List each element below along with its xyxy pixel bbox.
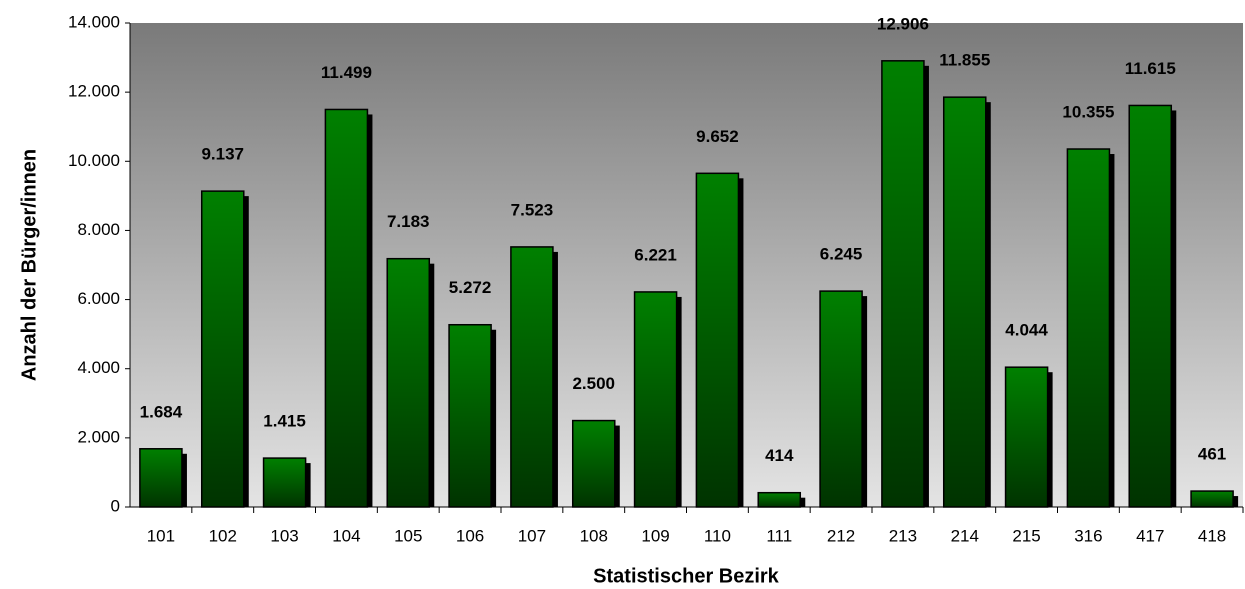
x-tick-label: 105 — [394, 526, 422, 545]
y-tick-label: 8.000 — [77, 220, 120, 239]
value-label: 11.615 — [1125, 59, 1176, 78]
bar — [1190, 490, 1234, 508]
value-label: 9.137 — [201, 145, 244, 164]
x-tick-label: 418 — [1198, 526, 1226, 545]
value-label: 9.652 — [696, 127, 739, 146]
value-label: 7.183 — [387, 212, 430, 231]
x-tick-label: 316 — [1074, 526, 1102, 545]
bar — [200, 190, 245, 508]
y-tick-label: 14.000 — [68, 12, 120, 31]
x-tick-label: 103 — [270, 526, 298, 545]
bar — [695, 172, 740, 508]
bar — [1128, 104, 1173, 508]
value-label: 2.500 — [572, 374, 615, 393]
value-label: 12.906 — [877, 14, 929, 33]
x-tick-label: 214 — [951, 526, 979, 545]
y-tick-label: 2.000 — [77, 427, 120, 446]
bar — [262, 457, 307, 508]
x-tick-label: 213 — [889, 526, 917, 545]
bar — [1066, 148, 1111, 508]
x-tick-label: 110 — [704, 526, 731, 545]
bar — [139, 448, 183, 508]
bar — [386, 257, 431, 508]
y-axis-title: Anzahl der Bürger/innen — [18, 149, 40, 381]
x-tick-label: 107 — [518, 526, 546, 545]
bar — [324, 108, 369, 508]
x-axis-title: Statistischer Bezirk — [593, 565, 780, 587]
x-tick-label: 215 — [1012, 526, 1040, 545]
y-tick-label: 10.000 — [68, 151, 120, 170]
value-label: 1.684 — [140, 402, 183, 421]
value-label: 1.415 — [263, 412, 306, 431]
y-tick-label: 12.000 — [68, 82, 120, 101]
y-tick-label: 4.000 — [77, 358, 120, 377]
value-label: 11.855 — [939, 51, 990, 70]
bar — [757, 491, 802, 508]
x-tick-label: 102 — [209, 526, 237, 545]
bar — [1004, 366, 1049, 508]
value-label: 4.044 — [1005, 321, 1048, 340]
x-tick-label: 417 — [1136, 526, 1164, 545]
value-label: 6.221 — [634, 245, 677, 264]
y-tick-label: 0 — [111, 496, 120, 515]
x-tick-label: 212 — [827, 526, 855, 545]
plot-area — [130, 23, 1243, 507]
bar — [571, 419, 616, 508]
bar — [510, 246, 554, 508]
x-tick-label: 109 — [641, 526, 669, 545]
x-tick-label: 108 — [580, 526, 608, 545]
bar — [881, 60, 925, 508]
value-label: 414 — [765, 446, 794, 465]
x-tick-label: 104 — [332, 526, 360, 545]
y-tick-label: 6.000 — [77, 289, 120, 308]
bar — [448, 323, 492, 508]
x-tick-label: 101 — [147, 526, 175, 545]
bar — [633, 291, 678, 508]
value-label: 5.272 — [449, 278, 492, 297]
value-label: 7.523 — [511, 200, 554, 219]
bar — [942, 96, 987, 508]
x-tick-label: 111 — [766, 526, 792, 545]
value-label: 11.499 — [321, 63, 372, 82]
value-label: 6.245 — [820, 245, 863, 264]
x-tick-label: 106 — [456, 526, 484, 545]
bar — [819, 290, 863, 508]
value-label: 10.355 — [1062, 102, 1114, 121]
value-label: 461 — [1198, 445, 1226, 464]
